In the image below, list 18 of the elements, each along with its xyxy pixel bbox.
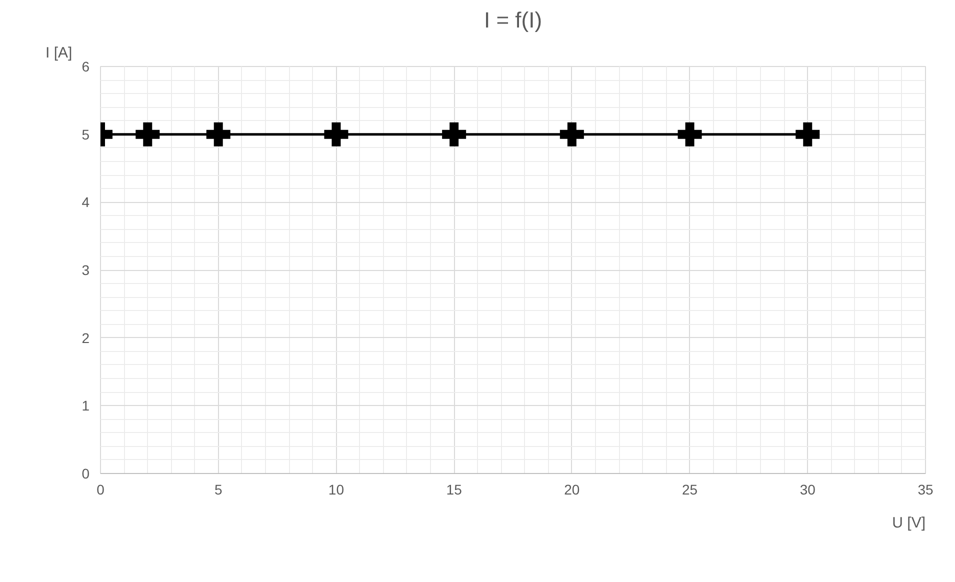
y-tick-label: 0 <box>82 466 90 482</box>
x-tick-label: 25 <box>682 482 698 498</box>
x-tick-label: 10 <box>328 482 344 498</box>
x-tick-label: 30 <box>800 482 816 498</box>
x-tick-label: 15 <box>446 482 462 498</box>
y-tick-label: 2 <box>82 330 90 346</box>
y-axis-title: I [A] <box>46 44 72 62</box>
x-tick-label: 0 <box>96 482 105 498</box>
x-tick-label: 35 <box>918 482 934 498</box>
y-tick-label: 3 <box>82 262 90 278</box>
x-tick-label: 5 <box>214 482 222 498</box>
y-tick-label: 6 <box>82 58 90 74</box>
x-axis-title: U [V] <box>892 514 926 532</box>
y-tick-label: 5 <box>82 126 90 142</box>
y-tick-label: 1 <box>82 398 90 414</box>
chart-title: I = f(I) <box>484 8 542 32</box>
y-tick-label: 4 <box>82 194 90 210</box>
x-tick-label: 20 <box>564 482 580 498</box>
